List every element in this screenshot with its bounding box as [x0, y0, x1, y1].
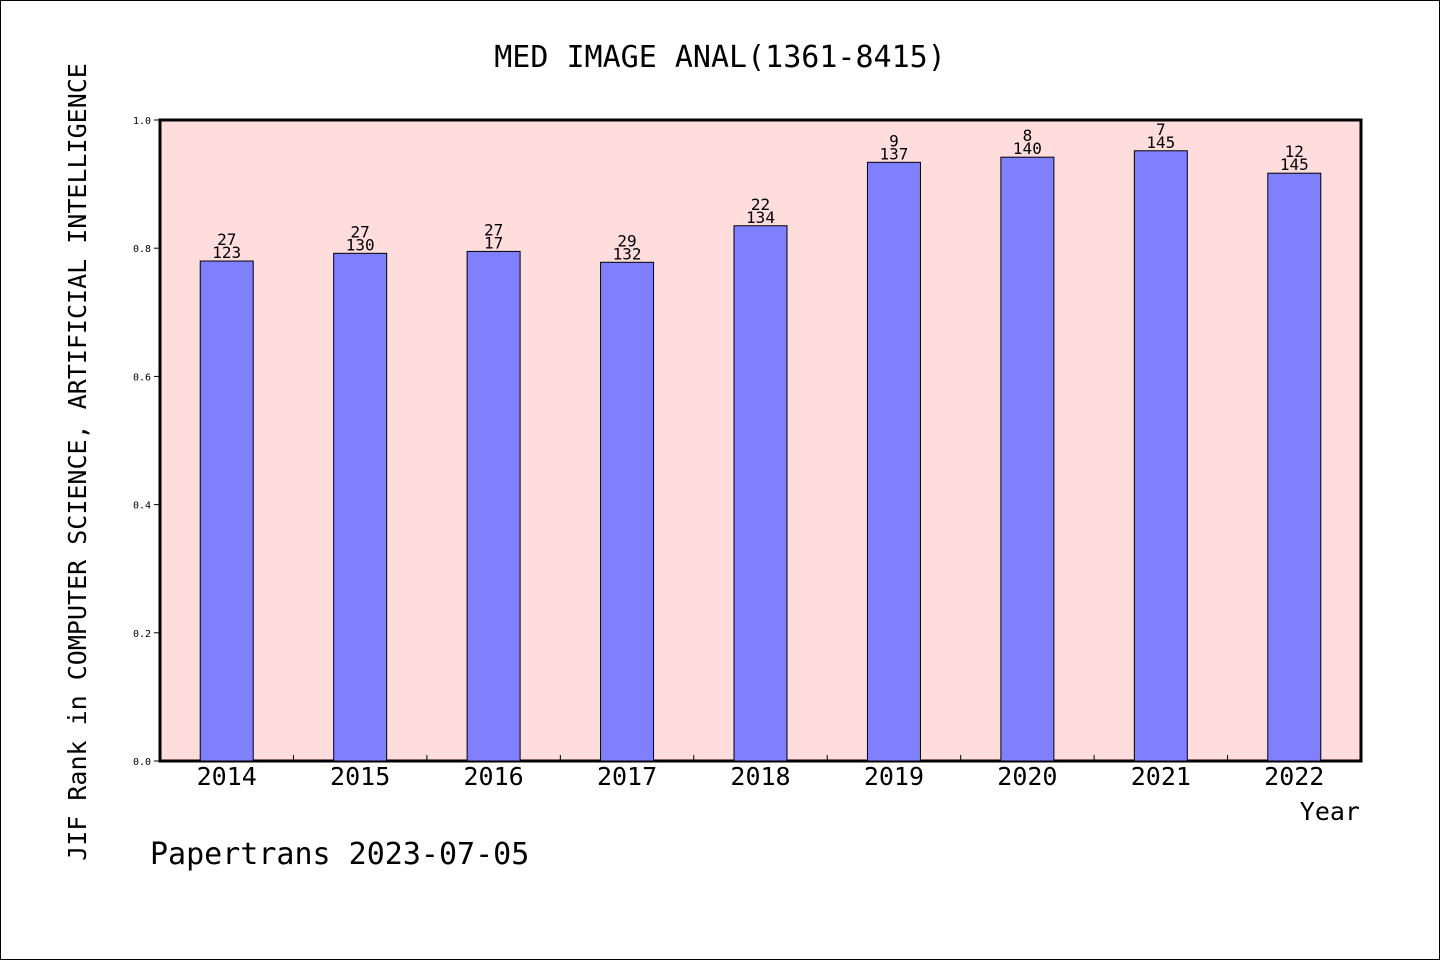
bar-rank-label: 9 [889, 131, 899, 150]
bar-2014 [199, 260, 254, 762]
bar-total-label: 123 [212, 243, 241, 262]
bar-total-label: 137 [879, 144, 908, 163]
bar-total-label: 132 [613, 244, 642, 263]
y-tick-label: 0.8 [133, 244, 151, 255]
y-tick-label: 0.2 [133, 629, 151, 640]
bar-total-label: 17 [484, 233, 503, 252]
bar-rank-label: 27 [217, 230, 236, 249]
bar-rank-label: 7 [1156, 120, 1166, 139]
bar-total-label: 134 [746, 208, 775, 227]
bar-rank-label: 12 [1285, 142, 1304, 161]
x-tick-label: 2016 [464, 762, 524, 791]
bar-rank-label: 27 [484, 220, 503, 239]
y-tick-label: 0.0 [133, 757, 151, 768]
x-tick-label: 2022 [1264, 762, 1324, 791]
bar-total-label: 145 [1146, 133, 1175, 152]
bar-2020 [1000, 156, 1055, 762]
bar-total-label: 140 [1013, 139, 1042, 158]
x-tick-label: 2015 [330, 762, 390, 791]
x-tick-label: 2014 [197, 762, 257, 791]
bar-total-label: 130 [346, 235, 375, 254]
bar-2018 [733, 225, 788, 762]
bar-rank-label: 27 [351, 222, 370, 241]
x-tick-label: 2021 [1131, 762, 1191, 791]
bar-2022 [1267, 172, 1322, 762]
bar-2015 [333, 252, 388, 762]
bars-group [199, 150, 1322, 762]
x-tick-label: 2017 [597, 762, 657, 791]
bar-2016 [466, 250, 521, 762]
chart-title: MED IMAGE ANAL(1361-8415) [494, 40, 946, 75]
bar-rank-label: 22 [751, 195, 770, 214]
y-tick-label: 0.6 [133, 372, 151, 383]
x-axis-label: Year [1300, 797, 1360, 826]
bar-total-label: 145 [1280, 155, 1309, 174]
x-axis-ticks: 2014 2015 2016 2017 2018 2019 2020 2021 2022 [197, 755, 1324, 791]
y-tick-label: 1.0 [133, 116, 151, 127]
y-axis-ticks: 0.0 0.2 0.4 0.6 0.8 1.0 [133, 116, 160, 768]
bar-rank-label: 29 [617, 231, 636, 250]
bar-2019 [866, 161, 921, 762]
x-tick-label: 2019 [864, 762, 924, 791]
footer-credit: Papertrans 2023-07-05 [150, 837, 529, 872]
y-axis-label: JIF Rank in COMPUTER SCIENCE, ARTIFICIAL… [63, 63, 92, 861]
y-tick-label: 0.4 [133, 501, 151, 512]
x-tick-label: 2020 [997, 762, 1057, 791]
x-tick-label: 2018 [730, 762, 790, 791]
bar-rank-label: 8 [1023, 126, 1033, 145]
bar-2017 [600, 261, 655, 762]
bar-2021 [1133, 150, 1188, 762]
